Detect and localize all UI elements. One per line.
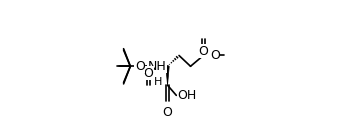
Text: O: O (199, 45, 208, 58)
Text: O: O (135, 60, 145, 73)
Text: O: O (210, 49, 220, 62)
Text: O: O (144, 67, 154, 80)
Text: H: H (154, 77, 162, 87)
Polygon shape (166, 66, 169, 85)
Text: NH: NH (148, 60, 167, 73)
Text: O: O (162, 106, 172, 119)
Text: OH: OH (178, 89, 197, 102)
